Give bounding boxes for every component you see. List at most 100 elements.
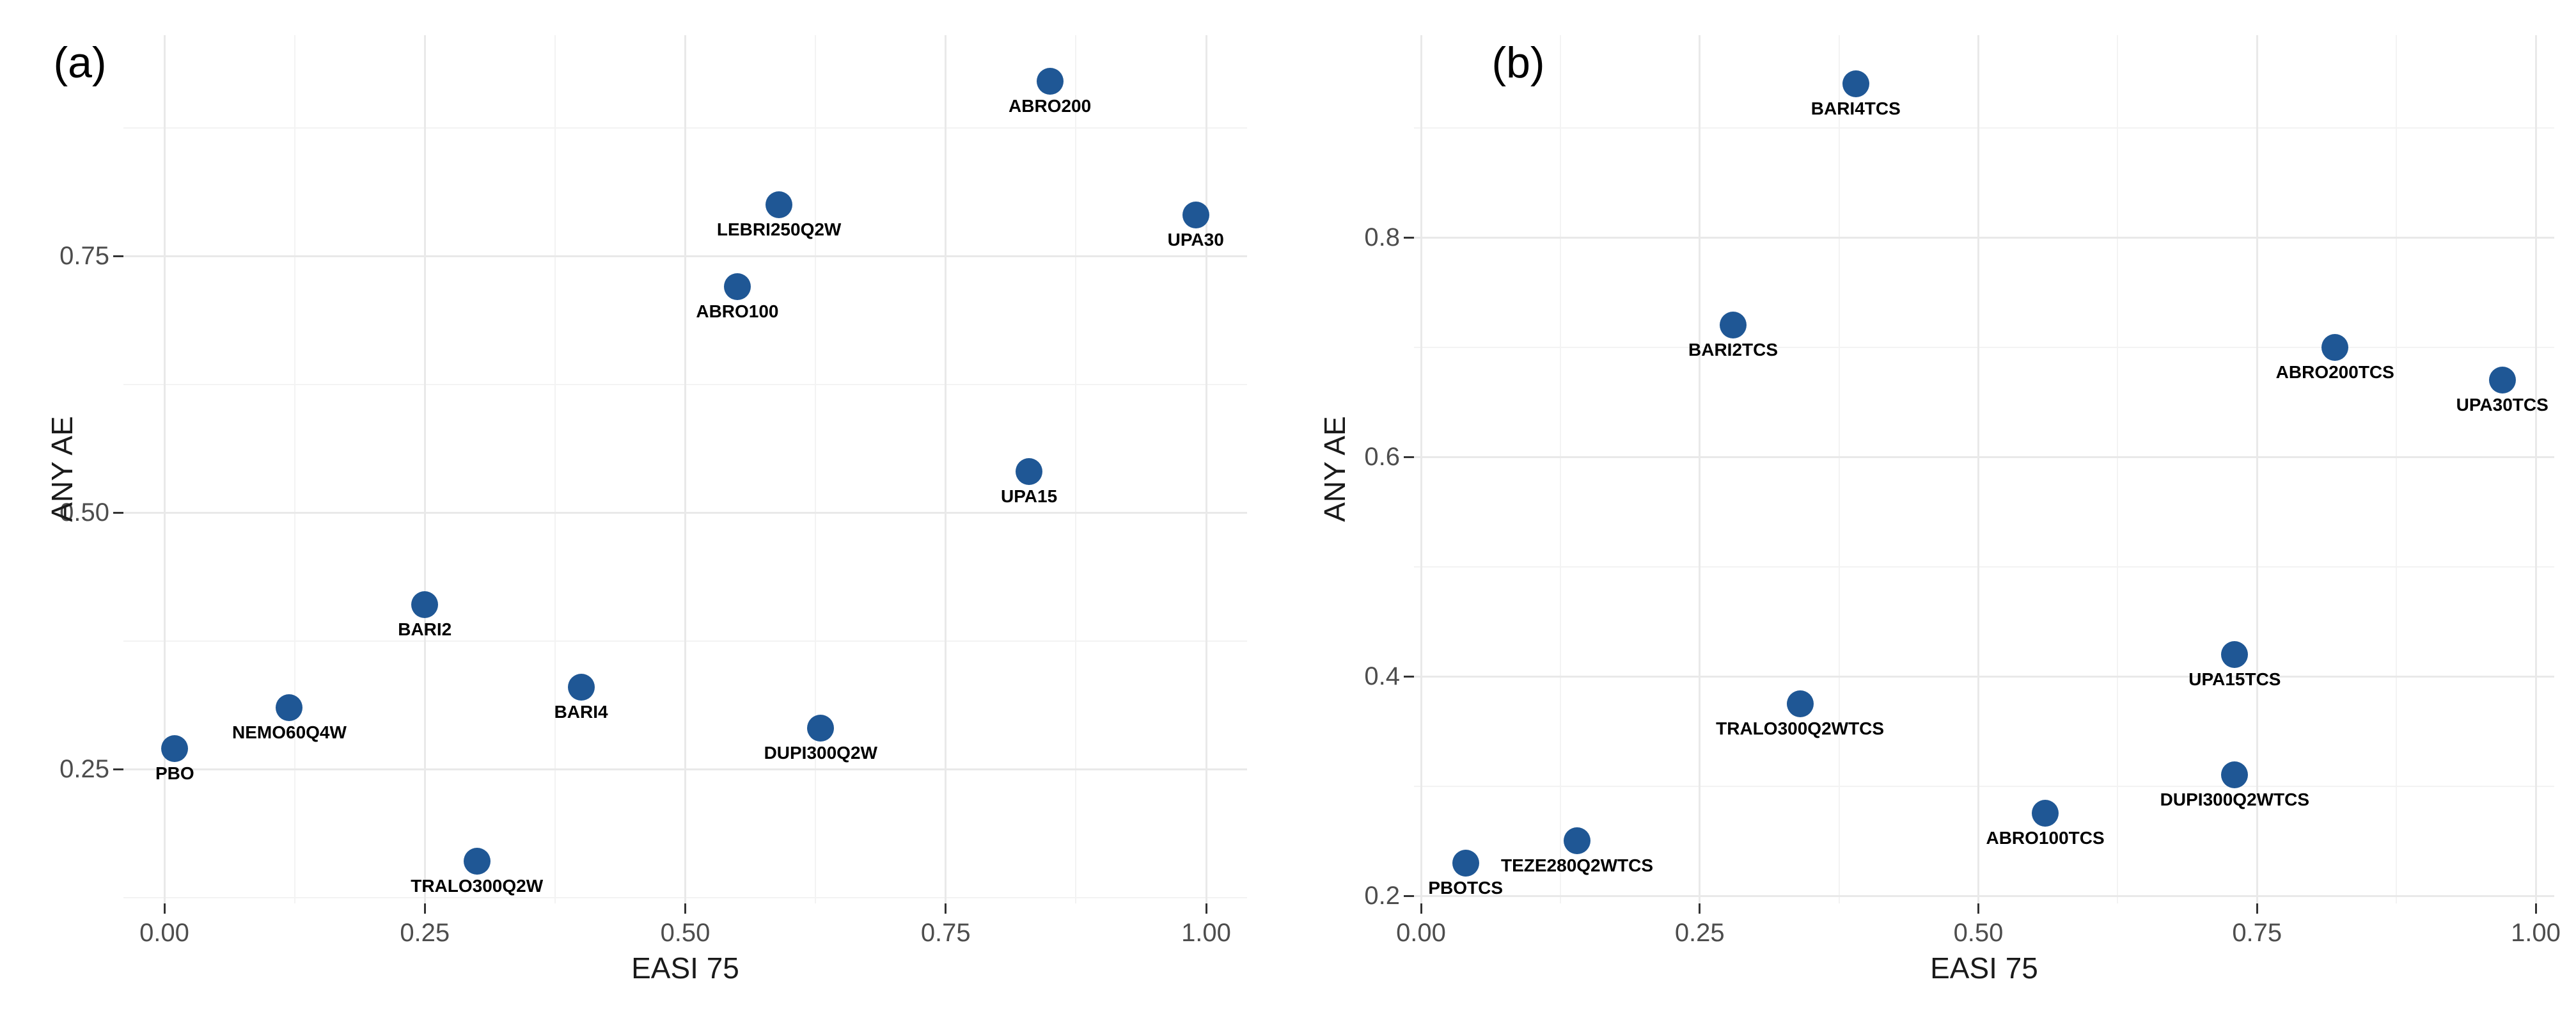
y-tick-mark (113, 768, 123, 770)
x-tick-mark (945, 903, 947, 914)
x-tick-label: 0.75 (920, 919, 971, 947)
data-point (1564, 827, 1591, 855)
x-tick-mark (423, 903, 426, 914)
data-point-label: TRALO300Q2WTCS (1716, 718, 1885, 738)
y-tick-label: 0.2 (1364, 882, 1400, 910)
y-gridline-major (1414, 675, 2554, 678)
data-point (463, 848, 491, 875)
y-gridline-minor (1414, 127, 2554, 129)
y-gridline-major (1414, 456, 2554, 458)
data-point (1452, 849, 1479, 877)
data-point (1036, 68, 1064, 95)
y-gridline-major (1414, 894, 2554, 897)
x-axis-title: EASI 75 (1930, 951, 2038, 985)
x-gridline-minor (2117, 35, 2119, 903)
x-tick-mark (2534, 903, 2537, 914)
data-point-label: TRALO300Q2W (411, 876, 544, 896)
x-gridline-minor (1559, 35, 1561, 903)
x-tick-label: 0.00 (139, 919, 189, 947)
data-point-label: DUPI300Q2WTCS (2160, 790, 2310, 810)
data-point-label: ABRO100TCS (1986, 828, 2105, 848)
data-point-label: ABRO100 (696, 301, 779, 322)
x-gridline-major (423, 35, 426, 903)
data-point-label: BARI2 (398, 619, 452, 640)
data-point (1182, 201, 1209, 228)
x-tick-mark (1420, 903, 1422, 914)
x-tick-label: 0.50 (1953, 919, 2004, 947)
x-gridline-minor (815, 35, 817, 903)
y-tick-mark (1404, 456, 1414, 458)
x-tick-label: 0.25 (1674, 919, 1725, 947)
x-tick-label: 1.00 (2511, 919, 2561, 947)
data-point (723, 273, 751, 301)
data-point (2032, 800, 2059, 827)
data-point (1016, 457, 1043, 485)
data-point-label: NEMO60Q4W (232, 722, 347, 742)
x-gridline-minor (554, 35, 556, 903)
x-tick-mark (1205, 903, 1207, 914)
data-point-label: PBO (155, 763, 194, 783)
data-point-label: UPA15TCS (2188, 669, 2281, 689)
data-point-label: TEZE280Q2WTCS (1500, 855, 1654, 876)
x-tick-label: 0.75 (2232, 919, 2282, 947)
y-tick-label: 0.4 (1364, 662, 1400, 690)
x-tick-mark (684, 903, 686, 914)
x-gridline-minor (294, 35, 295, 903)
x-tick-mark (163, 903, 166, 914)
data-point-label: ABRO200 (1009, 96, 1092, 116)
x-tick-label: 0.25 (400, 919, 450, 947)
data-point (807, 714, 835, 742)
y-tick-label: 0.6 (1364, 443, 1400, 471)
data-point-label: LEBRI250Q2W (716, 219, 842, 239)
x-tick-label: 1.00 (1181, 919, 1231, 947)
x-tick-mark (2256, 903, 2258, 914)
x-gridline-minor (1838, 35, 1840, 903)
y-tick-mark (113, 255, 123, 257)
y-tick-mark (113, 511, 123, 514)
data-point (766, 191, 793, 218)
x-gridline-major (945, 35, 947, 903)
y-gridline-minor (1414, 785, 2554, 787)
y-tick-mark (1404, 894, 1414, 897)
y-tick-mark (1404, 236, 1414, 239)
x-tick-mark (1977, 903, 1979, 914)
x-gridline-major (684, 35, 686, 903)
x-gridline-major (1205, 35, 1207, 903)
data-point-label: ABRO200TCS (2275, 362, 2394, 382)
panel-tag: (a) (53, 38, 107, 87)
y-tick-label: 0.50 (59, 498, 109, 527)
y-gridline-major (1414, 236, 2554, 239)
y-tick-mark (1404, 675, 1414, 678)
x-axis-title: EASI 75 (631, 951, 739, 985)
data-point-label: UPA30 (1167, 229, 1224, 250)
data-point (567, 673, 595, 701)
panel-tag: (b) (1491, 38, 1545, 87)
y-tick-label: 0.75 (59, 242, 109, 270)
data-point (161, 735, 189, 762)
x-gridline-major (163, 35, 166, 903)
data-point-label: UPA15 (1000, 486, 1058, 506)
x-gridline-minor (2396, 35, 2398, 903)
data-point (1720, 312, 1747, 339)
data-point-label: BARI2TCS (1688, 340, 1779, 360)
x-gridline-major (2256, 35, 2258, 903)
data-point-label: BARI4 (554, 701, 608, 722)
x-tick-mark (1699, 903, 1701, 914)
x-gridline-major (1699, 35, 1701, 903)
y-gridline-minor (1414, 566, 2554, 568)
y-gridline-minor (1414, 346, 2554, 348)
data-point (411, 591, 439, 619)
data-point-label: DUPI300Q2W (764, 742, 877, 763)
x-gridline-major (2534, 35, 2537, 903)
y-axis-title: ANY AE (1318, 416, 1351, 522)
y-tick-label: 0.8 (1364, 223, 1400, 251)
data-point-label: BARI4TCS (1810, 98, 1901, 118)
x-gridline-major (1977, 35, 1979, 903)
data-point (2321, 333, 2349, 361)
data-point (276, 694, 303, 721)
x-gridline-minor (1075, 35, 1077, 903)
data-point (2488, 366, 2516, 393)
